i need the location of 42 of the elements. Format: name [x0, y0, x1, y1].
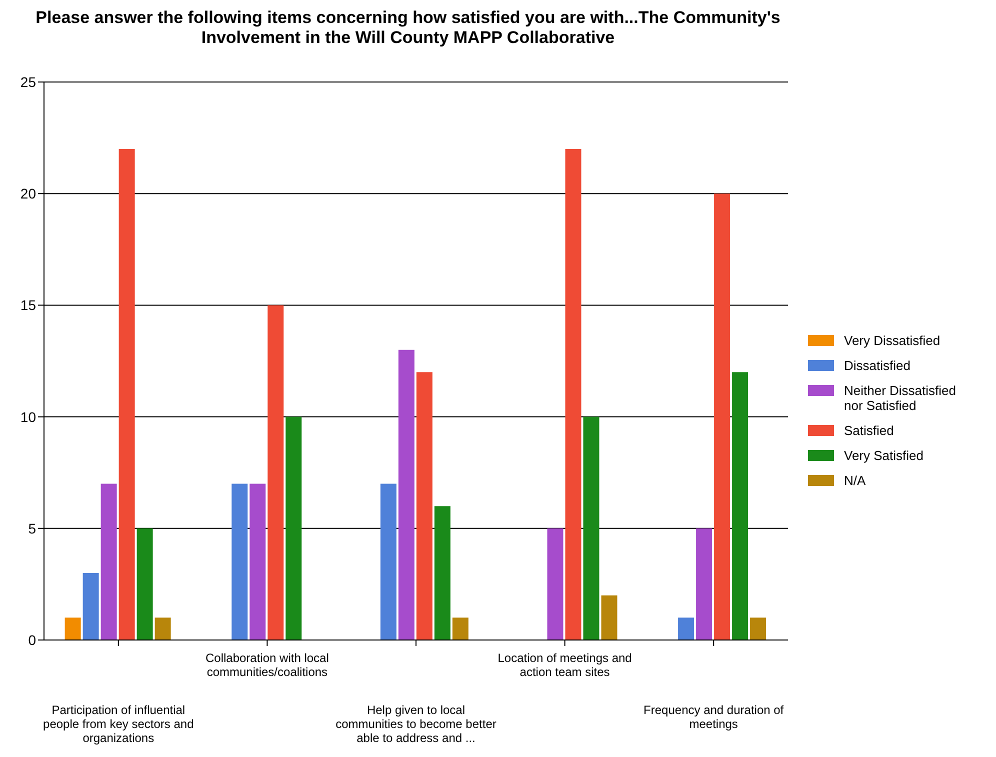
bar [565, 148, 582, 640]
bar [416, 372, 432, 640]
bar [154, 618, 171, 640]
x-tick-label: Participation of influential people from key sectors and organizations [43, 703, 194, 745]
legend-label: Very Dissatisfied [844, 332, 942, 348]
bar [732, 372, 748, 640]
bar [268, 305, 284, 640]
y-tick-label: 20 [20, 186, 36, 202]
y-tick-label: 5 [28, 520, 36, 536]
y-tick-label: 0 [28, 632, 36, 648]
legend-label: Dissatisfied [844, 358, 912, 372]
legend-label: Satisfied [844, 422, 895, 438]
bar [64, 618, 81, 640]
y-tick-label: 25 [20, 74, 36, 90]
legend-label: N/A [844, 472, 867, 488]
chart-title: Please answer the following items concerning how satisfied you are with...The Community's Involvement in the Will County MAPP Collaborative [34, 8, 782, 48]
bar [250, 484, 266, 640]
bar [232, 484, 248, 640]
x-tick-label: Frequency and duration of meetings [644, 703, 784, 731]
bar [547, 528, 564, 640]
bar [601, 595, 618, 640]
x-tick-label: Help given to local communities to become better able to address and ... [336, 703, 496, 745]
bar [583, 416, 600, 640]
legend-label: Very Satisfied [844, 448, 924, 462]
bar [136, 528, 153, 640]
bar [380, 484, 396, 640]
bar [750, 618, 766, 640]
x-tick-label: Location of meetings and action team sites [498, 651, 632, 679]
bar [82, 573, 99, 640]
bar [452, 618, 468, 640]
bar [678, 618, 694, 640]
bar [696, 528, 712, 640]
bar [398, 350, 414, 640]
legend-label: Neither Dissatisfied nor Satisfied [844, 382, 957, 412]
bar [434, 506, 450, 640]
y-tick-label: 15 [20, 297, 36, 314]
x-tick-label: Collaboration with local communities/coalitions [205, 651, 329, 679]
bar [714, 194, 730, 640]
y-tick-label: 10 [20, 408, 36, 425]
bar [100, 484, 117, 640]
bar [118, 148, 135, 640]
bar [286, 416, 302, 640]
